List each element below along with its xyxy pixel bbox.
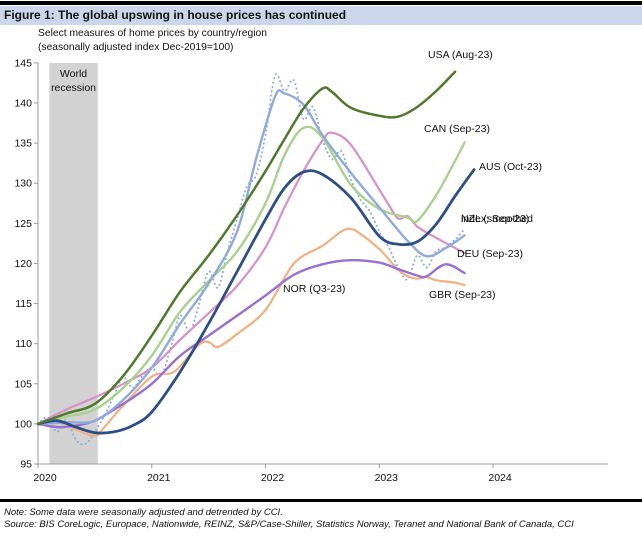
series-label-deu-line1: DEU (Sep-23) (457, 248, 523, 260)
y-tick-label: 120 (14, 258, 32, 270)
bottom-rule (0, 499, 642, 502)
series-label-can-line1: CAN (Sep-23) (424, 123, 490, 135)
top-rule (0, 1, 642, 5)
y-tick-label: 110 (15, 338, 32, 350)
y-tick-label: 100 (14, 418, 32, 430)
x-tick-label: 2024 (488, 472, 512, 484)
series-line-usa (36, 70, 457, 426)
y-tick-label: 115 (15, 298, 32, 310)
figure-title-bar: Figure 1: The global upswing in house pr… (0, 6, 642, 25)
y-tick-label: 130 (14, 178, 32, 190)
y-tick-label: 105 (14, 378, 32, 390)
series-label-aus-line1: AUS (Oct-23) (479, 161, 543, 173)
x-tick-label: 2023 (375, 472, 399, 484)
x-tick-label: 2020 (33, 472, 57, 484)
x-tick-label: 2021 (147, 472, 171, 484)
series-label-gbr-line1: GBR (Sep-23) (429, 289, 496, 301)
note-text: Note: Some data were seasonally adjusted… (4, 507, 283, 518)
series-line-nzl-smoothed (36, 89, 466, 426)
series-line-nzl-raw (37, 73, 466, 446)
source-text: Source: BIS CoreLogic, Europace, Nationw… (4, 519, 574, 530)
world-recession-label: World recession (51, 68, 96, 94)
x-tick-label: 2022 (261, 472, 285, 484)
chart-subtitle: Select measures of home prices by countr… (38, 27, 267, 54)
chart-subtitle-line1: Select measures of home prices by countr… (38, 28, 267, 39)
y-tick-label: 145 (14, 57, 32, 69)
series-line-can (36, 125, 466, 426)
series-label-nzl-smoothed-line1: NZL (smoothed (461, 213, 533, 225)
y-tick-label: 95 (20, 459, 32, 471)
series-line-aus (36, 168, 476, 435)
series-line-gbr (36, 227, 466, 438)
chart-area: World recession 95 100 105 110 115 120 125 130 135… (14, 49, 608, 484)
chart-subtitle-line2: (seasonally adjusted index Dec-2019=100) (38, 41, 234, 53)
series-label-nzl-smoothed-line2: index; Sep-23) (461, 213, 530, 225)
series-line-nor (36, 258, 466, 429)
world-recession-band (49, 62, 98, 465)
y-tick-label: 125 (14, 218, 32, 230)
figure-title: Figure 1: The global upswing in house pr… (4, 8, 347, 22)
y-tick-label: 140 (14, 98, 32, 110)
y-tick-label: 135 (14, 138, 32, 150)
series-label-usa-line1: USA (Aug-23) (428, 49, 493, 61)
line-chart-svg: World recession 95 100 105 110 115 120 125 130 135… (14, 57, 608, 484)
series-label-nor-line1: NOR (Q3-23) (283, 283, 346, 295)
